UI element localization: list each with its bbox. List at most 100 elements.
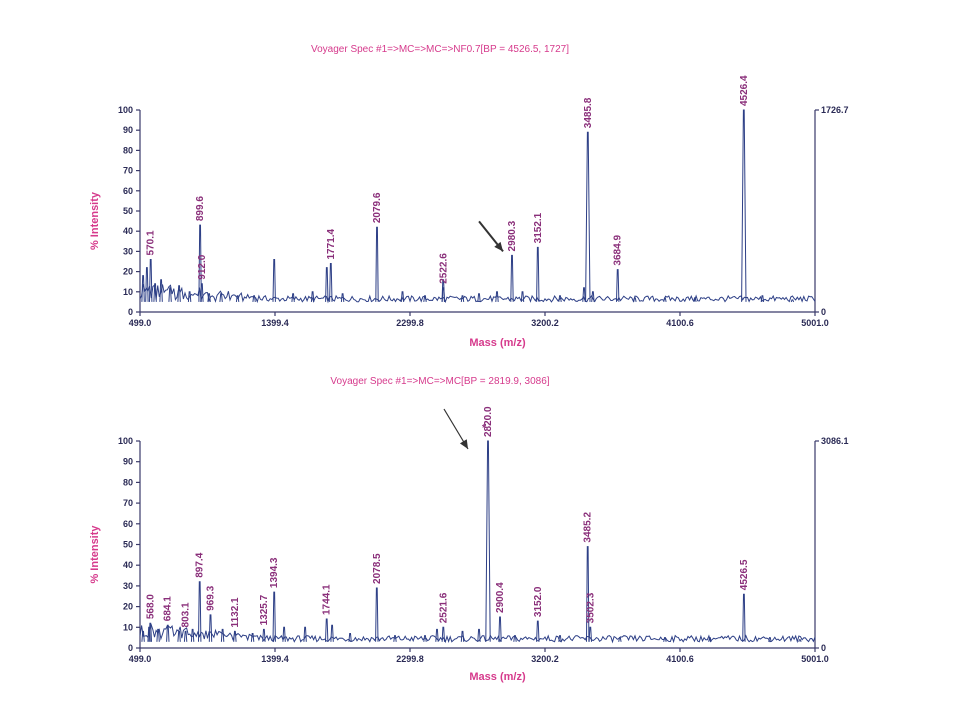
spectrum-peak (485, 440, 491, 642)
y-tick-label: 80 (123, 477, 133, 487)
spectrum-chart-top: Voyager Spec #1=>MC=>MC=>NF0.7[BP = 4526… (89, 44, 849, 349)
spectrum-peak (187, 291, 192, 302)
y-tick-label: 30 (123, 581, 133, 591)
spectrum-peak (220, 628, 225, 642)
spectrum-peak (168, 287, 172, 302)
spectrum-peak (582, 287, 586, 302)
y-tick-label: 90 (123, 125, 133, 135)
peak-marker: * (482, 423, 486, 434)
spectrum-peak (393, 635, 397, 642)
y-axis-label: % Intensity (89, 525, 101, 584)
spectrum-peak (477, 628, 481, 642)
spectrum-peak (250, 633, 255, 642)
spectrum-peak (558, 635, 562, 642)
spectrum-peak (693, 297, 697, 302)
spectrum-peak (262, 628, 266, 642)
spectrum-peak (498, 616, 502, 642)
max-intensity-label: 1726.7 (821, 105, 849, 115)
x-tick-label: 4100.6 (666, 654, 694, 664)
x-tick-label: 499.0 (129, 318, 152, 328)
spectrum-peak (616, 269, 620, 302)
spectrum-peak (435, 628, 439, 642)
spectrum-peak (591, 291, 595, 302)
spectrum-peak (149, 259, 153, 302)
spectrum-peak (585, 131, 591, 302)
peak-label: 4526.4 (739, 75, 750, 106)
annotation-arrow-head (494, 241, 504, 252)
right-zero-label: 0 (821, 643, 826, 653)
spectrum-peak (329, 263, 333, 302)
chart-title: Voyager Spec #1=>MC=>MC=>NF0.7[BP = 4526… (311, 44, 569, 55)
peak-label: 1132.1 (230, 597, 241, 627)
spectrum-peak (145, 267, 149, 302)
peak-label: 3502.3 (585, 592, 596, 623)
x-tick-label: 2299.8 (396, 318, 424, 328)
spectrum-peak (798, 639, 802, 642)
spectrum-peak (663, 297, 667, 302)
spectrum-peak (663, 637, 667, 642)
y-tick-label: 60 (123, 519, 133, 529)
spectrum-chart-bottom: Voyager Spec #1=>MC=>MC[BP = 2819.9, 308… (89, 376, 849, 683)
spectrum-peak (325, 267, 329, 302)
x-tick-label: 3200.2 (531, 654, 559, 664)
spectrum-peak (177, 630, 181, 642)
x-tick-label: 4100.6 (666, 318, 694, 328)
spectrum-peak (272, 259, 276, 302)
spectrum-peak (633, 297, 637, 302)
spectrum-peak (708, 637, 712, 642)
spectrum-peak (310, 291, 315, 302)
spectrum-peak (190, 628, 195, 642)
annotation-arrow-head (459, 439, 468, 449)
x-axis-label: Mass (m/z) (469, 671, 526, 683)
spectrum-peak (207, 293, 211, 302)
spectrum-peak (423, 635, 427, 642)
peak-label: 2079.6 (372, 192, 383, 223)
peak-label: 3152.1 (533, 212, 544, 243)
x-tick-label: 5001.0 (801, 654, 829, 664)
spectrum-peak (558, 295, 562, 302)
y-tick-label: 0 (128, 307, 133, 317)
spectrum-peak (495, 291, 499, 302)
peak-label: 1744.1 (322, 584, 333, 615)
spectrum-peak (141, 275, 145, 302)
spectrum-peak (742, 593, 746, 642)
spectrum-peak (330, 624, 334, 642)
spectrum-peak (148, 622, 152, 642)
spectrum-peak (153, 283, 157, 302)
peak-label: 570.1 (146, 230, 157, 255)
peak-label: 1325.7 (259, 594, 270, 625)
peak-label: 2820.0 (483, 406, 494, 437)
spectrum-peak (198, 581, 202, 642)
spectrum-peak (441, 287, 446, 302)
spectrum-peak (441, 626, 445, 642)
y-tick-label: 90 (123, 457, 133, 467)
spectrum-trace (139, 284, 816, 304)
spectrum-peak (375, 226, 379, 302)
y-tick-label: 10 (123, 622, 133, 632)
spectrum-peak (156, 628, 160, 642)
peak-label: 897.4 (195, 552, 206, 577)
x-tick-label: 5001.0 (801, 318, 829, 328)
x-tick-label: 3200.2 (531, 318, 559, 328)
spectrum-peak (303, 626, 307, 642)
spectrum-peak (183, 630, 188, 642)
peak-label: 1771.4 (326, 228, 337, 259)
peak-label: 3152.0 (533, 586, 544, 617)
y-tick-label: 50 (123, 206, 133, 216)
peak-label: 684.1 (163, 596, 174, 621)
peak-label: 3485.8 (583, 97, 594, 128)
spectrum-peak (348, 633, 352, 642)
spectrum-peak (477, 293, 481, 302)
spectrum-peak (510, 254, 514, 302)
x-tick-label: 2299.8 (396, 654, 424, 664)
spectrum-peak (375, 587, 379, 642)
peak-label: 4526.5 (739, 559, 750, 590)
y-tick-label: 80 (123, 145, 133, 155)
spectrum-peak (198, 224, 202, 302)
spectrum-peak (618, 637, 622, 642)
spectrum-peak (208, 614, 213, 642)
y-tick-label: 70 (123, 498, 133, 508)
y-tick-label: 50 (123, 540, 133, 550)
spectrum-peak (282, 626, 286, 642)
spectrum-peak (536, 620, 540, 642)
